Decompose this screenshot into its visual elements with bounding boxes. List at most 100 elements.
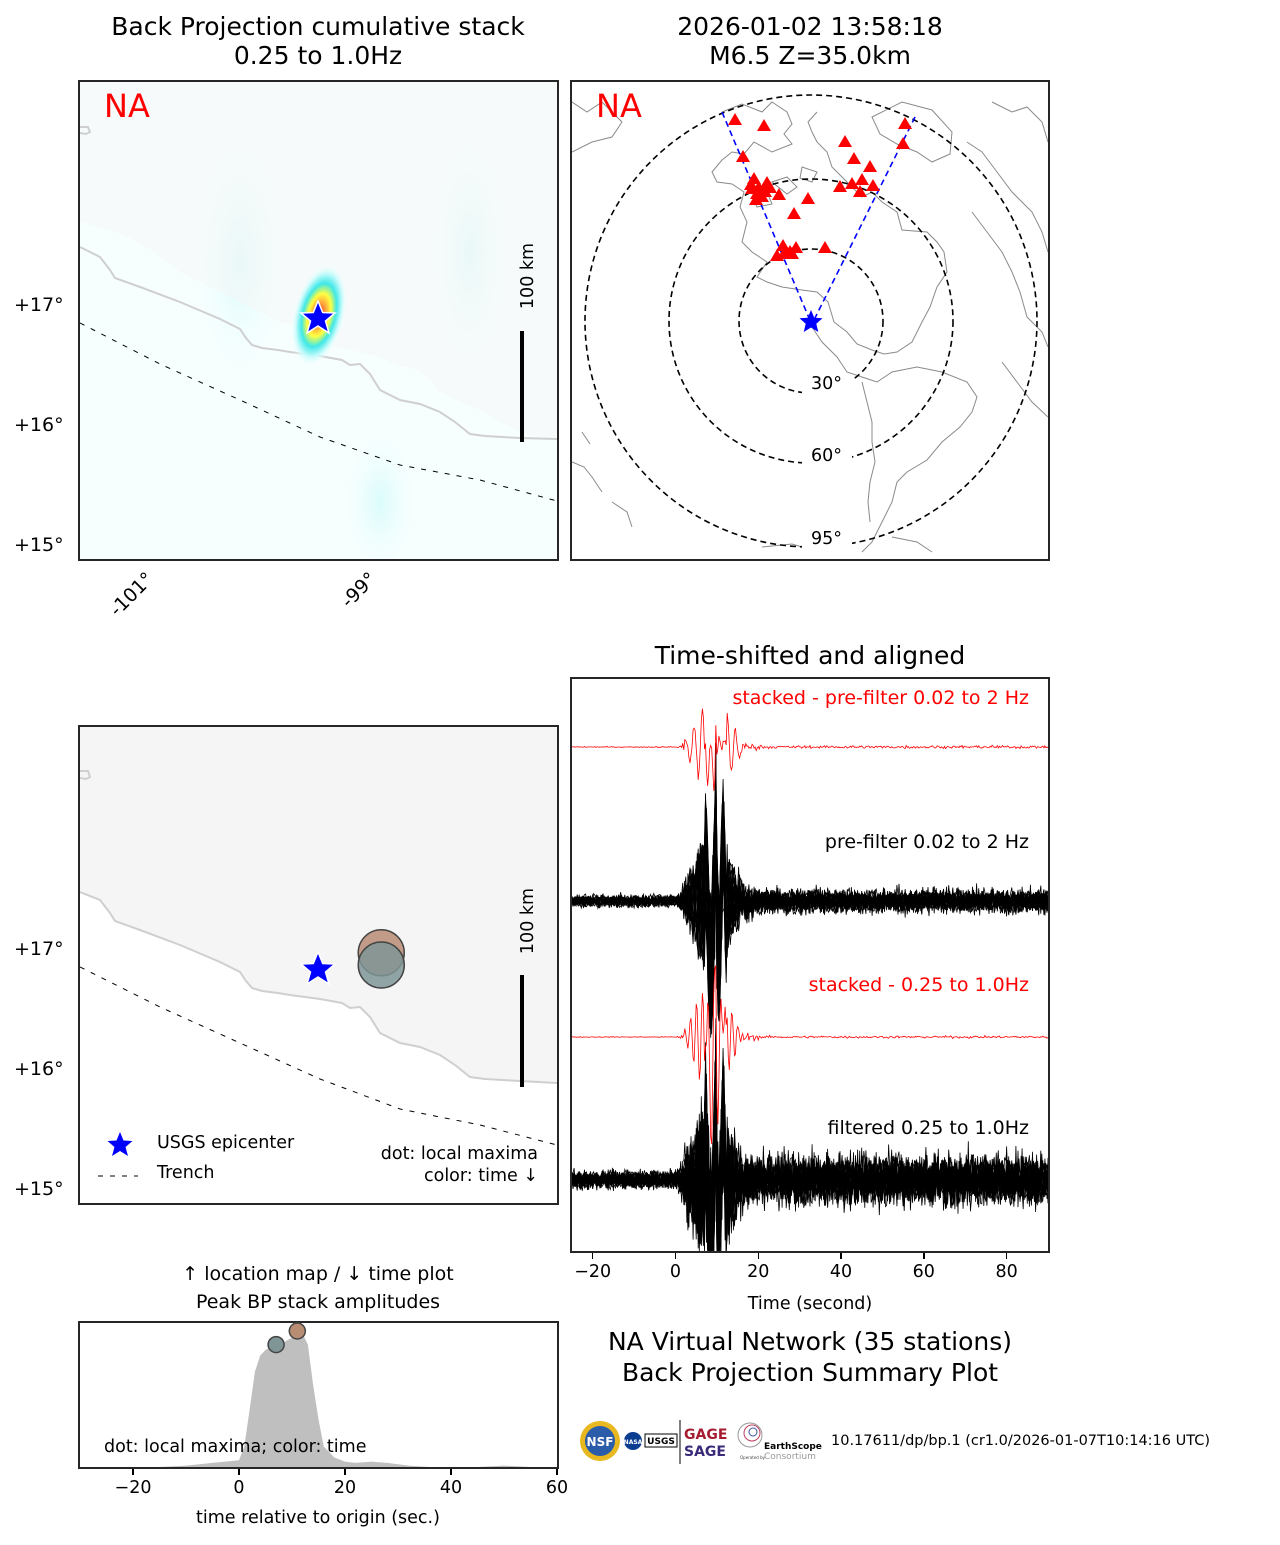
peak-xlabel: time relative to origin (sec.) — [196, 1508, 440, 1528]
trench-line — [80, 966, 557, 1146]
local-maxima-map — [80, 727, 557, 1177]
epicenter-star-icon — [299, 950, 337, 986]
ytick-15: +15° — [14, 534, 64, 556]
waveform-trace — [572, 1078, 1048, 1251]
azimuth-wedge-left — [721, 111, 810, 319]
station-triangle-icon — [751, 182, 765, 194]
traces-filtered — [572, 1018, 1048, 1251]
station-triangle-icon — [853, 185, 867, 197]
peak-xtick-mark — [450, 1469, 452, 1475]
event-magnitude-depth: M6.5 Z=35.0km — [709, 41, 911, 70]
waveform-trace — [572, 1056, 1048, 1251]
waveform-xtick-label: 0 — [669, 1262, 682, 1282]
waveform-xtick-label: 60 — [912, 1262, 935, 1282]
ring-label-mask — [802, 528, 852, 558]
usgs-logo-text: USGS — [647, 1437, 675, 1447]
world-coastlines — [572, 101, 1048, 553]
peak-plot-title-line2: Peak BP stack amplitudes — [195, 1291, 441, 1313]
nasa-logo: NASA — [624, 1432, 643, 1450]
station-triangle-icon — [728, 113, 742, 125]
logo-strip: NSF NASA USGS GAGE SAGE Operated by Eart… — [578, 1418, 833, 1466]
ring-label-60: 60° — [811, 446, 843, 466]
peak-amplitude-panel: dot: local maxima; color: time — [78, 1321, 559, 1469]
series-label-stacked-broadband: stacked - pre-filter 0.02 to 2 Hz — [732, 687, 1029, 709]
station-triangle-icon — [863, 160, 877, 172]
gage-logo-text: GAGE — [684, 1427, 727, 1443]
scale-bar-label: 100 km — [518, 887, 539, 955]
station-map — [572, 94, 1048, 558]
local-maximum-dot — [357, 941, 406, 989]
stacked-broadband-trace — [572, 708, 1048, 791]
doi-citation: 10.17611/dp/bp.1 (cr1.0/2026-01-07T10:14… — [831, 1433, 1211, 1449]
operated-by-text: Operated by — [740, 1455, 766, 1460]
waveform-trace — [572, 1030, 1048, 1251]
coastline-africa — [1001, 361, 1048, 418]
waveform-trace — [572, 1077, 1048, 1251]
waveform-trace — [572, 1035, 1048, 1251]
ring-label-mask — [802, 446, 852, 468]
waveform-trace — [572, 1076, 1048, 1251]
local-maxima-map-panel: 100 km USGS epicenter Trench dot: local … — [78, 725, 559, 1205]
waveform-xtick-mark — [757, 1253, 759, 1259]
waveform-xtick-label: 80 — [995, 1262, 1018, 1282]
waveform-panel: stacked - pre-filter 0.02 to 2 Hz pre-fi… — [570, 677, 1050, 1253]
waveform-plot — [572, 708, 1048, 1251]
series-label-filtered: filtered 0.25 to 1.0Hz — [827, 1117, 1029, 1139]
scale-bar-label: 100 km — [518, 242, 539, 310]
coastline-asia — [572, 101, 633, 528]
ytick-17: +17° — [14, 294, 64, 316]
peak-xtick-label: 0 — [233, 1478, 245, 1498]
station-triangle-icon — [736, 150, 750, 162]
waveform-trace — [572, 1047, 1048, 1251]
waveform-trace — [572, 1065, 1048, 1251]
earthscope-logo-text: EarthScope — [764, 1442, 822, 1452]
bp-stack-map-panel: NA 100 km — [78, 80, 559, 561]
peak-amplitude-plot — [80, 1333, 557, 1467]
ytick-16: +16° — [14, 1058, 64, 1080]
station-triangle-icon — [770, 249, 784, 261]
station-triangle-icon — [750, 187, 764, 199]
station-triangle-icon — [757, 119, 771, 131]
ytick-16: +16° — [14, 414, 64, 436]
peak-plot-title-line1: ↑ location map / ↓ time plot — [182, 1263, 454, 1285]
waveform-trace — [572, 1073, 1048, 1251]
trench-line — [80, 322, 557, 502]
bp-stack-title-line1: Back Projection cumulative stack — [111, 12, 525, 41]
summary-line1: NA Virtual Network (35 stations) — [607, 1327, 1013, 1356]
station-triangle-icon — [838, 135, 852, 147]
series-label-stacked-filtered: stacked - 0.25 to 1.0Hz — [808, 974, 1029, 996]
waveform-xtick-label: 40 — [829, 1262, 853, 1282]
legend-star-icon — [107, 1132, 133, 1156]
station-triangle-icon — [760, 176, 774, 188]
usgs-logo: USGS — [644, 1433, 678, 1448]
consortium-logo-text: Consortium — [764, 1452, 816, 1462]
waveform-trace — [572, 1056, 1048, 1251]
station-triangle-icon — [898, 117, 912, 129]
waveform-xtick-mark — [1005, 1253, 1008, 1259]
sage-logo-text: SAGE — [684, 1444, 726, 1460]
ring-label-30: 30° — [811, 374, 843, 394]
traces-broadband — [572, 742, 1048, 1038]
peak-xtick-label: 20 — [333, 1478, 357, 1498]
peak-xtick-label: 60 — [545, 1478, 569, 1498]
coastline-greenland — [871, 101, 953, 163]
waveform-trace — [572, 828, 1048, 1003]
nasa-logo-text: NASA — [624, 1439, 643, 1446]
waveform-xtick-mark — [674, 1253, 677, 1259]
peak-amplitude-area — [80, 1333, 557, 1467]
coastline-island — [80, 126, 92, 136]
event-title: 2026-01-02 13:58:18 M6.5 Z=35.0km — [571, 12, 1049, 70]
peak-xtick-mark — [132, 1469, 134, 1475]
land-region — [80, 727, 557, 1083]
annotation-local-maxima: dot: local maxima — [380, 1144, 538, 1164]
waveform-xlabel: Time (second) — [747, 1294, 873, 1314]
waveform-trace — [572, 1035, 1048, 1251]
waveform-xtick-label: 20 — [747, 1262, 770, 1282]
event-time: 2026-01-02 13:58:18 — [677, 12, 943, 41]
ring-label-mask — [802, 374, 852, 396]
station-triangle-icon — [845, 177, 859, 189]
station-triangle-icon — [818, 241, 832, 253]
epicenter-star-icon — [299, 299, 337, 335]
land-region — [80, 82, 557, 438]
coastline-south-america-west — [861, 381, 876, 523]
